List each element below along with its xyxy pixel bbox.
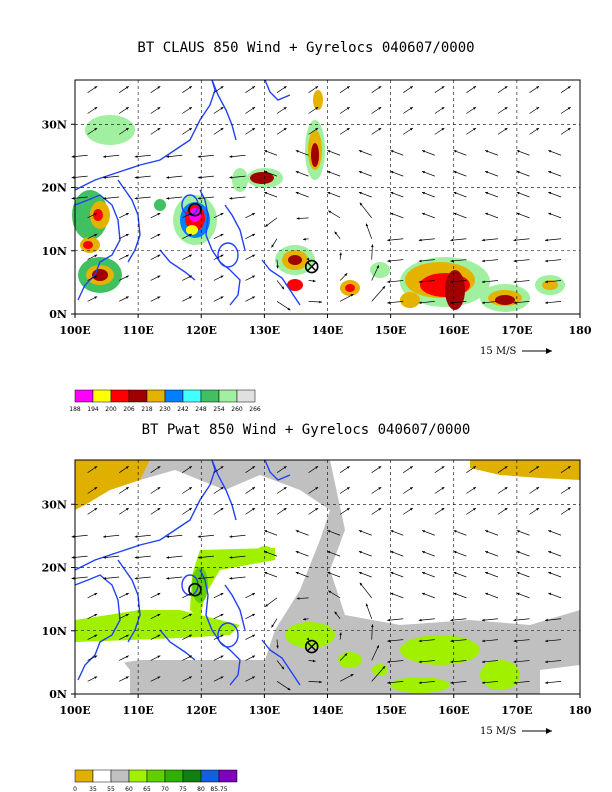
- gyre-center-marker: [304, 259, 319, 274]
- y-tick-label: 20N: [42, 562, 67, 575]
- colorbar-swatch: [164, 769, 184, 783]
- colorbar-label: 266: [249, 406, 261, 413]
- colorbar-swatch: [236, 389, 256, 403]
- wind-scale-reference: 15 M/S: [480, 726, 552, 737]
- y-tick-label: 30N: [42, 498, 67, 511]
- x-tick-label: 160E: [438, 704, 469, 717]
- colorbar-swatch: [182, 769, 202, 783]
- colorbar-label: 70: [161, 786, 169, 792]
- x-tick-label: 100E: [59, 704, 90, 717]
- x-tick-label: 110E: [122, 324, 153, 337]
- y-tick-label: 20N: [42, 182, 67, 195]
- colorbar-swatch: [110, 769, 130, 783]
- gyre-circle-marker: [188, 582, 202, 597]
- x-tick-label: 130E: [249, 704, 280, 717]
- colorbar: 188 194 200 206 218 230 242 248 254 260 266: [69, 389, 261, 413]
- panel-2: 100E 110E 120E 130E 140E 150E 160E 170E 180 0N 10N…: [0, 380, 612, 792]
- colorbar-label: 65: [143, 786, 151, 792]
- x-tick-label: 150E: [375, 324, 406, 337]
- wind-vectors: [71, 465, 571, 691]
- claus-map: 100E 110E 120E 130E 140E 150E 160E 170E 180 0N 10N…: [42, 79, 592, 413]
- wind-scale-reference: 15 M/S: [480, 346, 552, 357]
- wind-scale-label: 15 M/S: [480, 726, 517, 737]
- colorbar-label: 75: [179, 786, 187, 792]
- pwat-map: 100E 110E 120E 130E 140E 150E 160E 170E 180 0N 10N…: [42, 459, 592, 792]
- colorbar-swatch: [92, 769, 112, 783]
- colorbar-label: 248: [195, 406, 207, 413]
- colorbar-label: 55: [107, 786, 115, 792]
- colorbar-label: 60: [125, 786, 133, 792]
- axis-ticks: 100E 110E 120E 130E 140E 150E 160E 170E 180 0N 10N…: [42, 118, 592, 337]
- y-tick-label: 30N: [42, 118, 67, 131]
- x-tick-label: 110E: [122, 704, 153, 717]
- colorbar-label: 260: [231, 406, 243, 413]
- colorbar-swatch: [146, 769, 166, 783]
- y-tick-label: 0N: [49, 308, 67, 321]
- lat-lon-grid: [75, 460, 580, 694]
- x-tick-label: 180: [569, 704, 592, 717]
- x-tick-label: 140E: [312, 324, 343, 337]
- y-tick-label: 10N: [42, 245, 67, 258]
- axis-ticks: 100E 110E 120E 130E 140E 150E 160E 170E 180 0N 10N…: [42, 498, 592, 717]
- colorbar-label: 85.75: [210, 786, 227, 792]
- colorbar-swatch: [128, 769, 148, 783]
- y-tick-label: 0N: [49, 688, 67, 701]
- colorbar-label: 35: [89, 786, 97, 792]
- gyre-center-marker: [304, 639, 319, 654]
- panel-1-title: BT CLAUS 850 Wind + Gyrelocs 040607/0000: [137, 40, 475, 56]
- x-tick-label: 180: [569, 324, 592, 337]
- brightness-temperature-field: [72, 90, 565, 312]
- y-tick-label: 10N: [42, 625, 67, 638]
- colorbar-label: 218: [141, 406, 153, 413]
- x-tick-label: 150E: [375, 704, 406, 717]
- gyre-circle-marker: [188, 202, 202, 217]
- x-tick-label: 140E: [312, 704, 343, 717]
- wind-scale-label: 15 M/S: [480, 346, 517, 357]
- lat-lon-grid: [75, 80, 580, 314]
- x-tick-label: 100E: [59, 324, 90, 337]
- colorbar-label: 254: [213, 406, 225, 413]
- x-tick-label: 120E: [186, 704, 217, 717]
- colorbar-label: 80: [197, 786, 205, 792]
- colorbar-swatch: [200, 769, 220, 783]
- colorbar-label: 230: [159, 406, 171, 413]
- gyre-locations: [188, 582, 319, 654]
- wind-vectors: [71, 85, 571, 311]
- colorbar-label: 200: [105, 406, 117, 413]
- colorbar-swatch: [218, 769, 238, 783]
- x-tick-label: 170E: [501, 704, 532, 717]
- panel-1: 100E 110E 120E 130E 140E 150E 160E 170E 180 0N 10N…: [42, 79, 592, 413]
- x-tick-label: 130E: [249, 324, 280, 337]
- colorbar: 0 35 55 60 65 70 75 80 85.75: [73, 769, 238, 792]
- x-tick-label: 160E: [438, 324, 469, 337]
- gyre-locations: [188, 202, 319, 274]
- x-tick-label: 120E: [186, 324, 217, 337]
- colorbar-label: 242: [177, 406, 189, 413]
- colorbar-label: 0: [73, 786, 77, 792]
- panel-2-title: BT Pwat 850 Wind + Gyrelocs 040607/0000: [141, 422, 471, 438]
- colorbar-label: 206: [123, 406, 135, 413]
- x-tick-label: 170E: [501, 324, 532, 337]
- colorbar-label: 188: [69, 406, 81, 413]
- colorbar-swatch: [74, 769, 94, 783]
- colorbar-label: 194: [87, 406, 99, 413]
